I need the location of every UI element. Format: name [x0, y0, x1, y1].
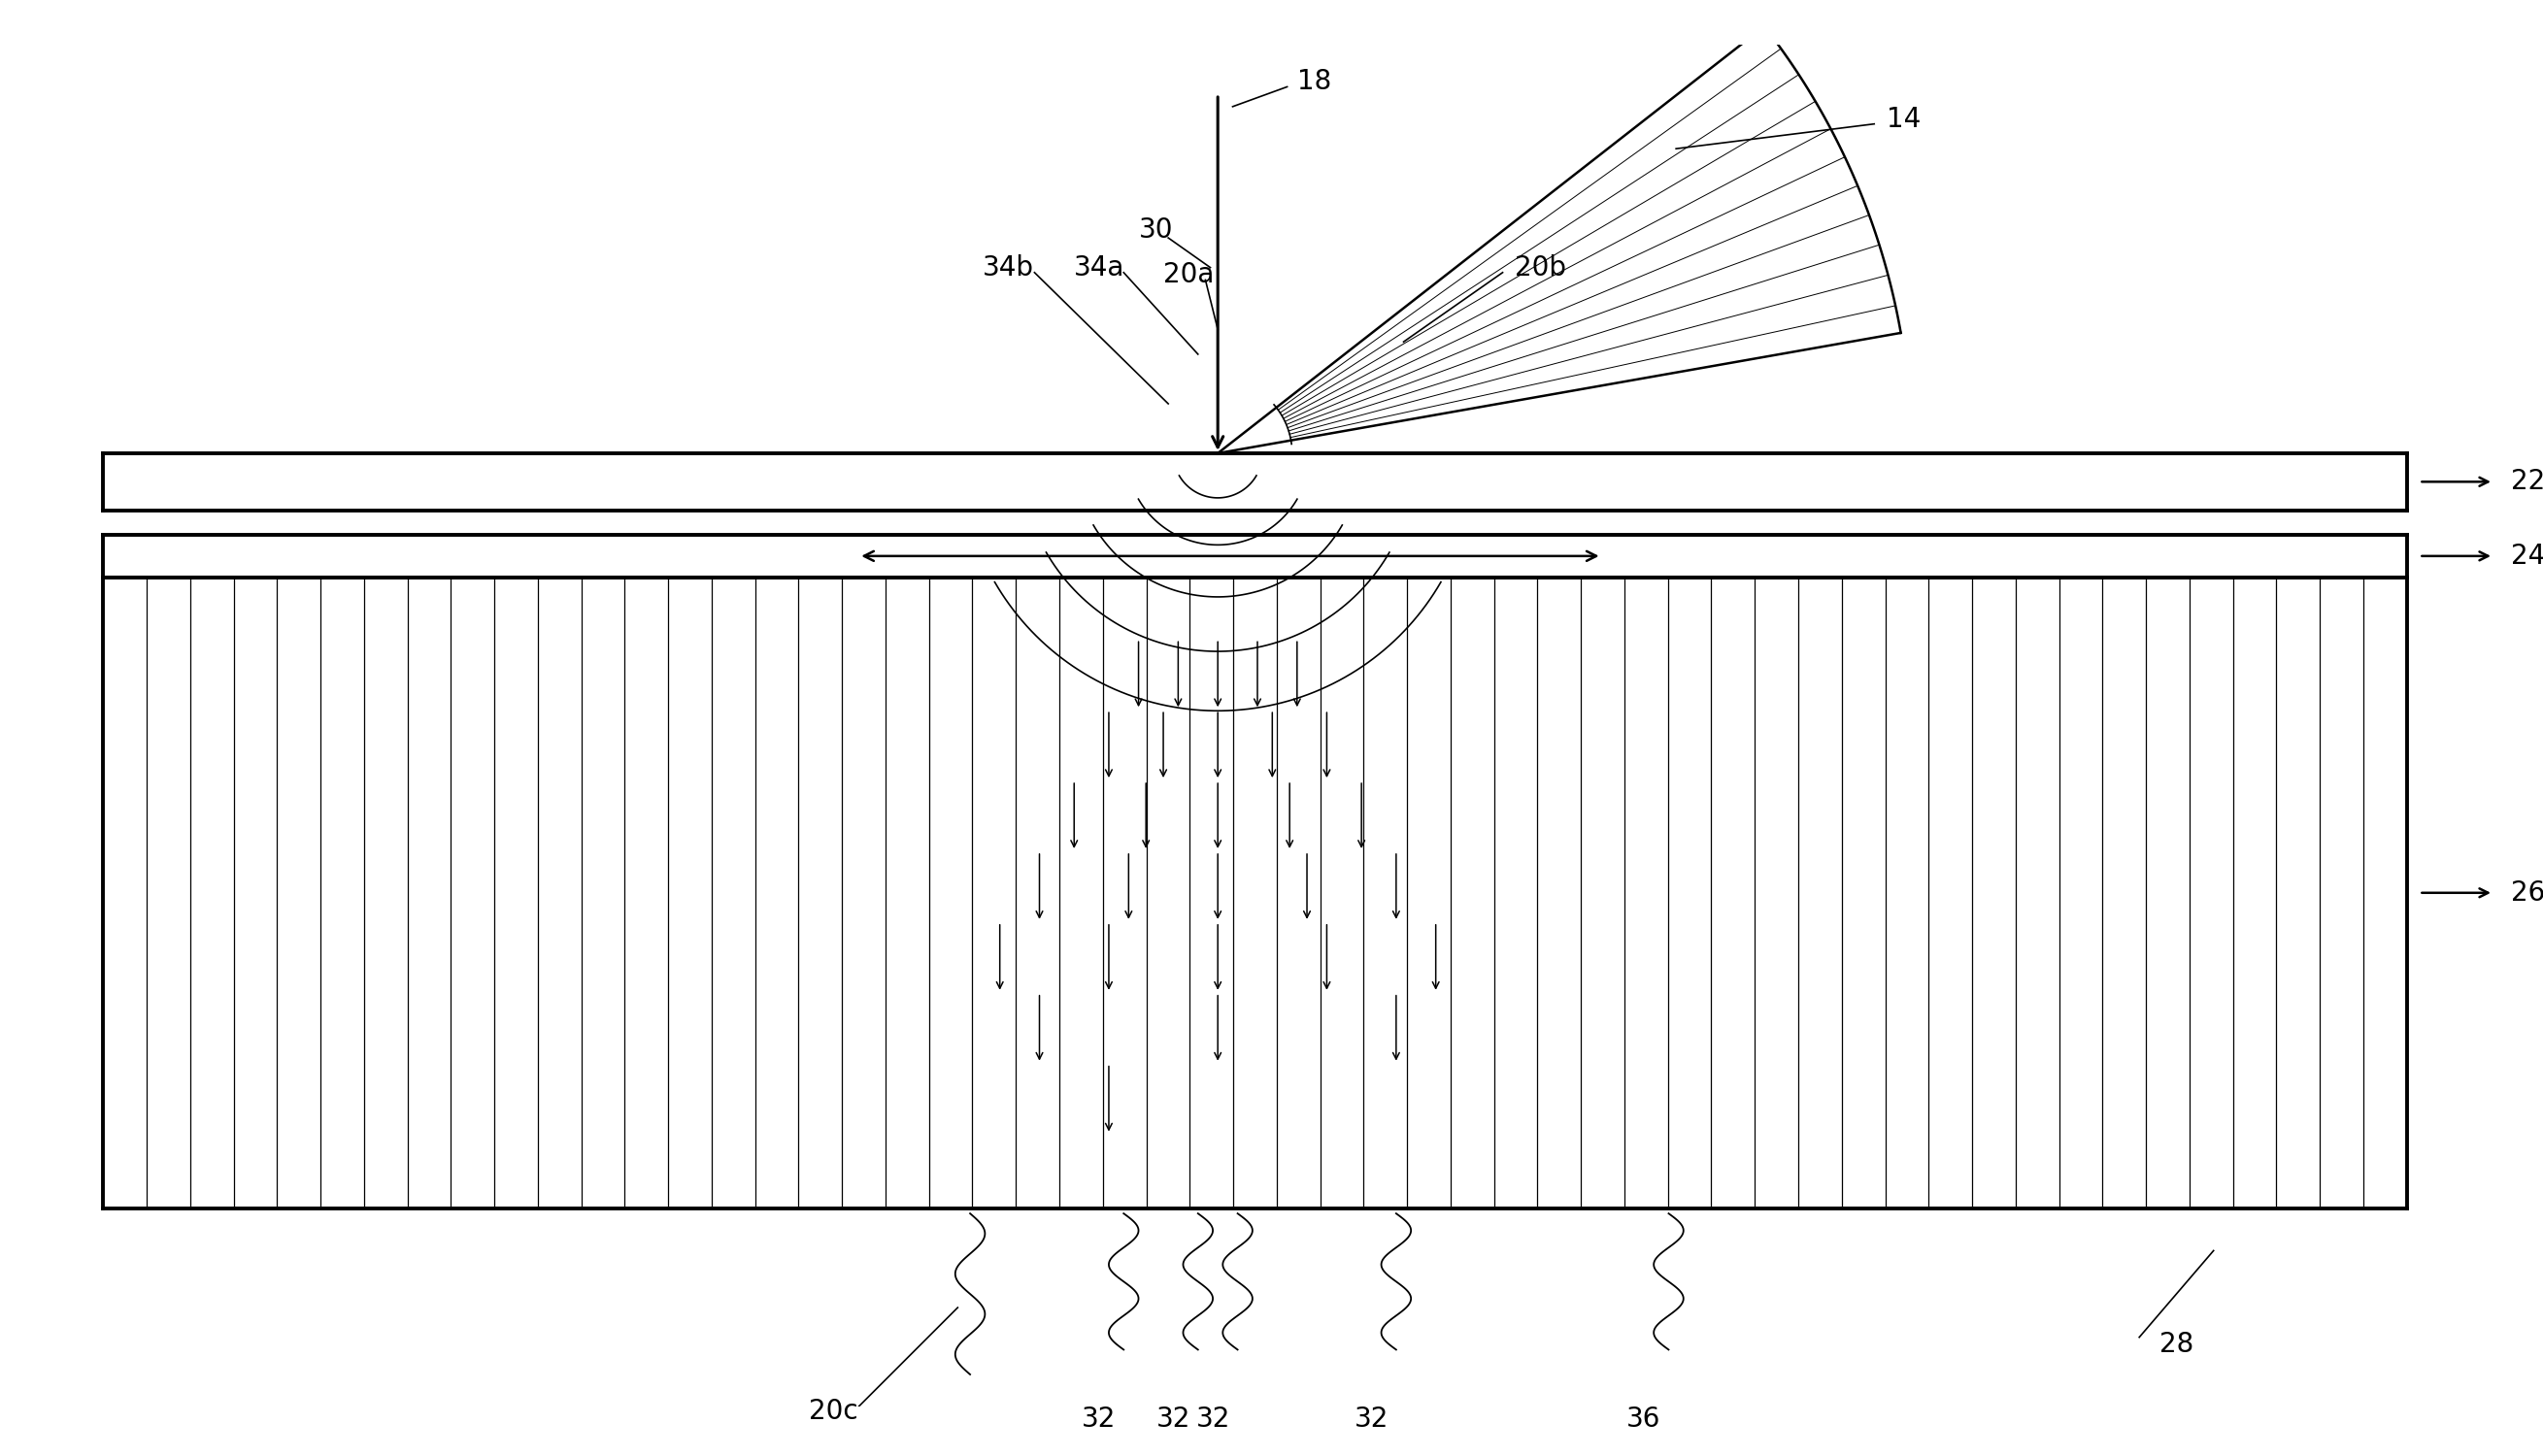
- Text: 32: 32: [1195, 1405, 1231, 1433]
- Text: 24: 24: [2510, 543, 2543, 569]
- Text: 28: 28: [2159, 1331, 2192, 1358]
- Text: 18: 18: [1297, 68, 1333, 96]
- Text: 20b: 20b: [1516, 253, 1566, 281]
- Text: 32: 32: [1157, 1405, 1190, 1433]
- Text: 34b: 34b: [982, 253, 1035, 281]
- Text: 20a: 20a: [1162, 262, 1213, 288]
- Text: 36: 36: [1628, 1405, 1661, 1433]
- Text: 30: 30: [1139, 217, 1172, 245]
- Text: 34a: 34a: [1073, 253, 1124, 281]
- Text: 32: 32: [1355, 1405, 1388, 1433]
- Text: 20c: 20c: [809, 1398, 857, 1425]
- Text: 32: 32: [1081, 1405, 1116, 1433]
- Text: 22: 22: [2510, 469, 2543, 495]
- Text: 14: 14: [1887, 105, 1920, 132]
- Text: 26: 26: [2510, 879, 2543, 907]
